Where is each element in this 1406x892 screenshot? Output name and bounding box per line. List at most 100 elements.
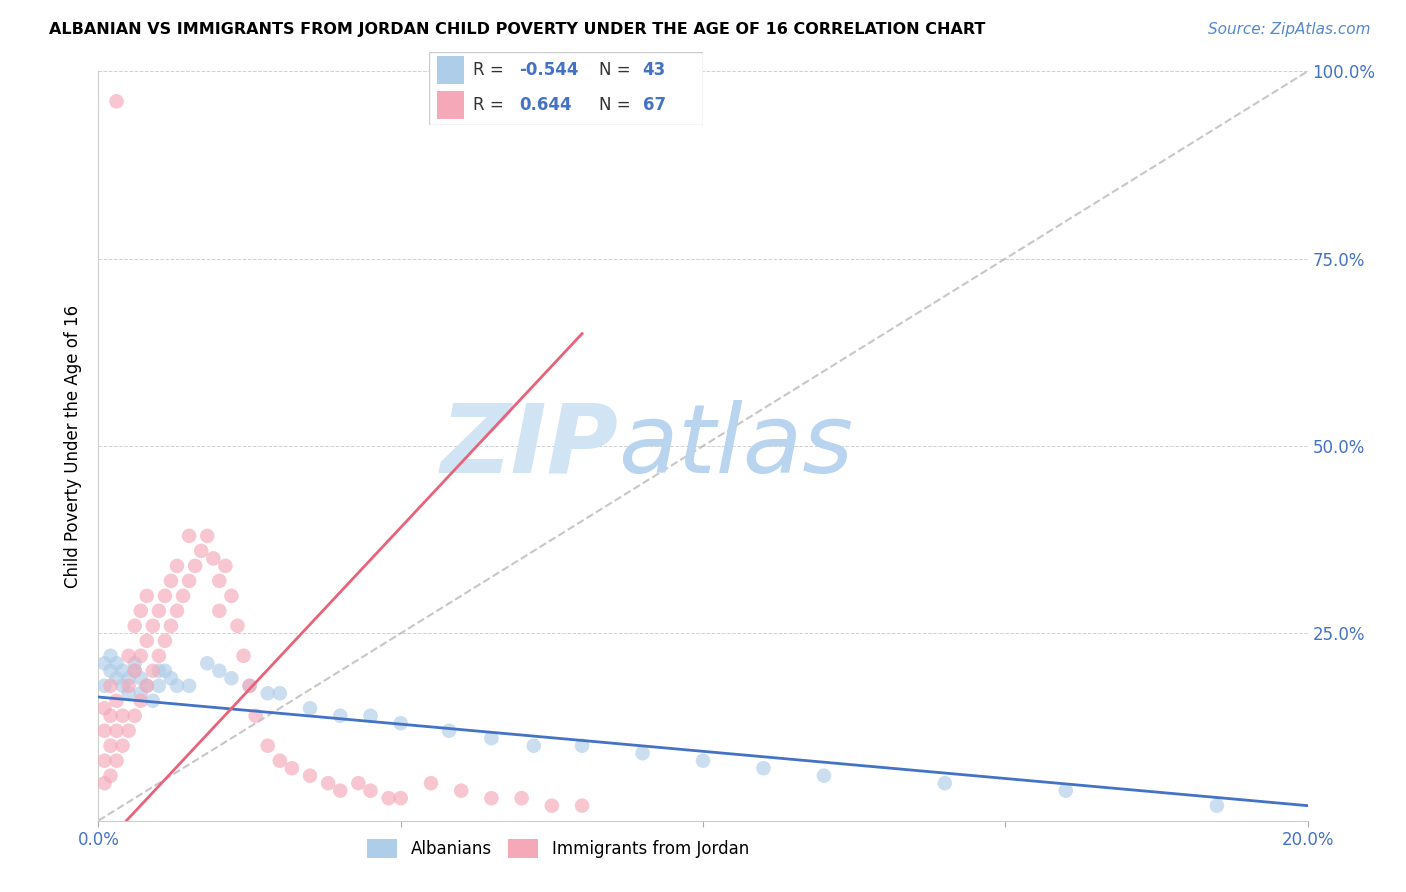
Point [118, 723, 141, 738]
Point [148, 664, 170, 678]
Point [269, 686, 291, 700]
Point [377, 791, 399, 805]
Point [184, 558, 207, 573]
Point [111, 664, 134, 678]
Point [256, 686, 278, 700]
Point [179, 574, 201, 588]
Point [329, 783, 352, 797]
Point [389, 791, 412, 805]
Point [239, 679, 262, 693]
Point [166, 604, 188, 618]
Point [148, 604, 170, 618]
Point [208, 574, 231, 588]
Point [111, 708, 134, 723]
Text: N =: N = [599, 61, 636, 79]
Point [166, 679, 188, 693]
Text: 67: 67 [643, 96, 666, 114]
Point [105, 671, 128, 685]
Point [142, 694, 165, 708]
Text: -0.544: -0.544 [519, 61, 579, 79]
Point [437, 723, 460, 738]
Point [1206, 798, 1229, 813]
Point [118, 686, 141, 700]
FancyBboxPatch shape [429, 52, 703, 125]
Point [571, 798, 593, 813]
Point [142, 664, 165, 678]
Point [256, 739, 278, 753]
Point [179, 529, 201, 543]
Point [93, 776, 115, 790]
Point [135, 679, 157, 693]
Point [202, 551, 225, 566]
Point [124, 708, 146, 723]
Point [142, 619, 165, 633]
Point [100, 769, 122, 783]
Point [135, 679, 157, 693]
Point [692, 754, 714, 768]
Point [221, 671, 243, 685]
Text: ALBANIAN VS IMMIGRANTS FROM JORDAN CHILD POVERTY UNDER THE AGE OF 16 CORRELATION: ALBANIAN VS IMMIGRANTS FROM JORDAN CHILD… [49, 22, 986, 37]
Point [420, 776, 443, 790]
Text: R =: R = [472, 61, 509, 79]
Point [195, 657, 218, 671]
Point [389, 716, 412, 731]
Point [631, 746, 654, 760]
Point [245, 708, 267, 723]
Point [239, 679, 262, 693]
Point [813, 769, 835, 783]
Point [153, 589, 176, 603]
Point [153, 633, 176, 648]
Point [124, 657, 146, 671]
Point [129, 694, 152, 708]
Text: 43: 43 [643, 61, 666, 79]
Text: N =: N = [599, 96, 636, 114]
Point [934, 776, 956, 790]
Point [129, 686, 152, 700]
Point [360, 783, 382, 797]
Point [269, 754, 291, 768]
Point [172, 589, 194, 603]
Point [100, 648, 122, 663]
Point [105, 95, 128, 109]
Point [105, 723, 128, 738]
Point [571, 739, 593, 753]
Point [105, 694, 128, 708]
Point [129, 648, 152, 663]
Point [129, 671, 152, 685]
Point [166, 558, 188, 573]
Point [208, 604, 231, 618]
Point [221, 589, 243, 603]
Point [124, 664, 146, 678]
Text: ZIP: ZIP [440, 400, 619, 492]
Point [226, 619, 249, 633]
Text: atlas: atlas [619, 400, 853, 492]
Point [195, 529, 218, 543]
Point [124, 619, 146, 633]
Point [299, 701, 322, 715]
Point [135, 633, 157, 648]
Point [1054, 783, 1077, 797]
Point [299, 769, 322, 783]
Point [135, 589, 157, 603]
Point [360, 708, 382, 723]
Point [111, 679, 134, 693]
Point [523, 739, 546, 753]
Point [93, 679, 115, 693]
Point [752, 761, 775, 775]
FancyBboxPatch shape [437, 91, 464, 119]
Point [105, 657, 128, 671]
FancyBboxPatch shape [437, 56, 464, 84]
Point [111, 739, 134, 753]
Point [329, 708, 352, 723]
Y-axis label: Child Poverty Under the Age of 16: Child Poverty Under the Age of 16 [65, 304, 83, 588]
Text: Source: ZipAtlas.com: Source: ZipAtlas.com [1208, 22, 1371, 37]
Text: 0.644: 0.644 [519, 96, 572, 114]
Point [118, 671, 141, 685]
Point [540, 798, 562, 813]
Point [100, 708, 122, 723]
Point [129, 604, 152, 618]
Point [232, 648, 254, 663]
Point [481, 731, 503, 746]
Point [481, 791, 503, 805]
Point [93, 754, 115, 768]
